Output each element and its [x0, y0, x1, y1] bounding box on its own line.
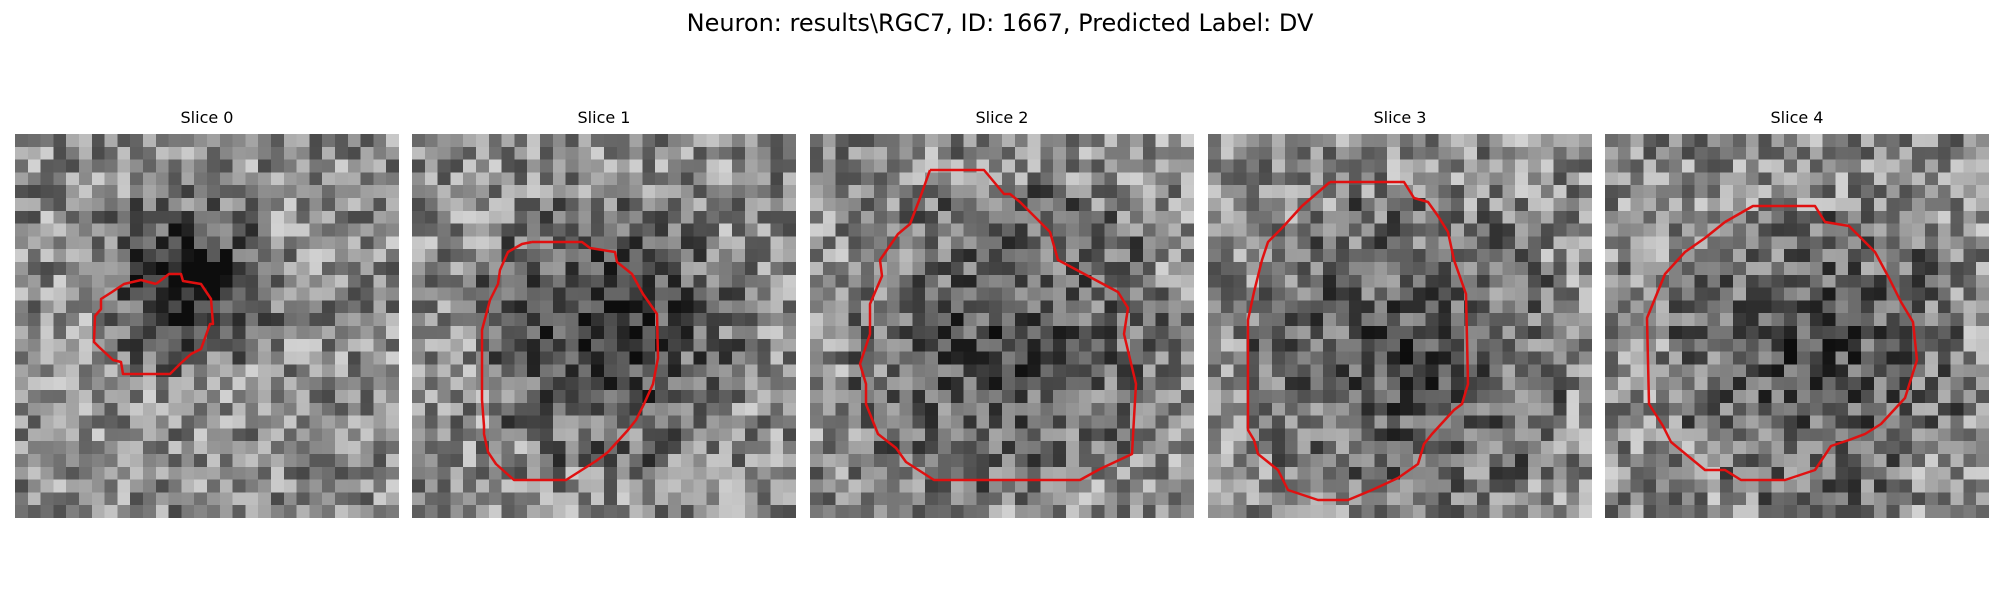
slice-image: [1208, 134, 1592, 518]
slice-title: Slice 3: [1373, 108, 1427, 127]
slice-panel-2: Slice 2: [810, 108, 1194, 518]
slice-title: Slice 1: [577, 108, 631, 127]
cell-contour: [1246, 180, 1470, 502]
slice-panel-4: Slice 4: [1605, 108, 1989, 518]
slice-title: Slice 2: [975, 108, 1029, 127]
slice-panel-3: Slice 3: [1208, 108, 1592, 518]
slice-title: Slice 0: [180, 108, 234, 127]
slice-image: [1605, 134, 1989, 518]
cell-contour: [480, 240, 660, 482]
figure-title: Neuron: results\RGC7, ID: 1667, Predicte…: [686, 9, 1314, 37]
cell-contour: [92, 272, 215, 376]
cell-contour: [1645, 204, 1919, 482]
slice-panel-0: Slice 0: [15, 108, 399, 518]
slice-panel-1: Slice 1: [412, 108, 796, 518]
slice-title: Slice 4: [1770, 108, 1824, 127]
cell-contour: [858, 168, 1138, 482]
slice-image: [15, 134, 399, 518]
